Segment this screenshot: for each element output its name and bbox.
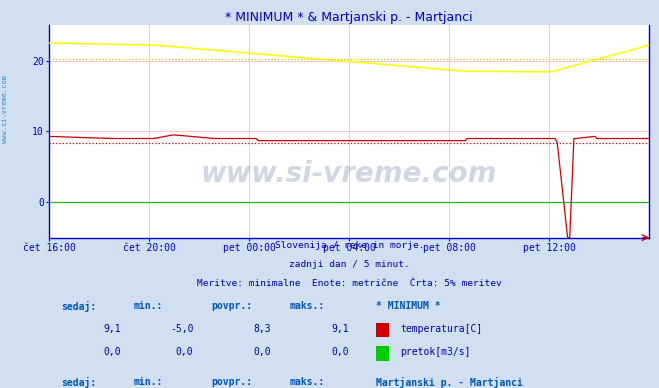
Text: Martjanski p. - Martjanci: Martjanski p. - Martjanci (376, 377, 523, 388)
Text: www.si-vreme.com: www.si-vreme.com (2, 74, 9, 143)
Text: 9,1: 9,1 (331, 324, 349, 334)
Text: -5,0: -5,0 (170, 324, 193, 334)
Text: maks.:: maks.: (289, 301, 324, 311)
Text: sedaj:: sedaj: (61, 377, 97, 388)
Text: min.:: min.: (133, 377, 163, 387)
Text: www.si-vreme.com: www.si-vreme.com (201, 160, 498, 188)
Text: 8,3: 8,3 (254, 324, 272, 334)
Text: Meritve: minimalne  Enote: metrične  Črta: 5% meritev: Meritve: minimalne Enote: metrične Črta:… (197, 279, 501, 288)
Text: pretok[m3/s]: pretok[m3/s] (400, 348, 471, 357)
Text: 9,1: 9,1 (103, 324, 121, 334)
Text: 0,0: 0,0 (331, 348, 349, 357)
Text: * MINIMUM *: * MINIMUM * (376, 301, 441, 311)
Text: Slovenija / reke in morje.: Slovenija / reke in morje. (275, 241, 424, 249)
Text: povpr.:: povpr.: (212, 377, 252, 387)
Title: * MINIMUM * & Martjanski p. - Martjanci: * MINIMUM * & Martjanski p. - Martjanci (225, 11, 473, 24)
Text: povpr.:: povpr.: (212, 301, 252, 311)
Text: 0,0: 0,0 (176, 348, 193, 357)
Text: temperatura[C]: temperatura[C] (400, 324, 482, 334)
Text: 0,0: 0,0 (254, 348, 272, 357)
Text: 0,0: 0,0 (103, 348, 121, 357)
Text: min.:: min.: (133, 301, 163, 311)
Text: sedaj:: sedaj: (61, 301, 97, 312)
Bar (376, 322, 389, 337)
Bar (376, 346, 389, 361)
Text: zadnji dan / 5 minut.: zadnji dan / 5 minut. (289, 260, 410, 268)
Text: maks.:: maks.: (289, 377, 324, 387)
